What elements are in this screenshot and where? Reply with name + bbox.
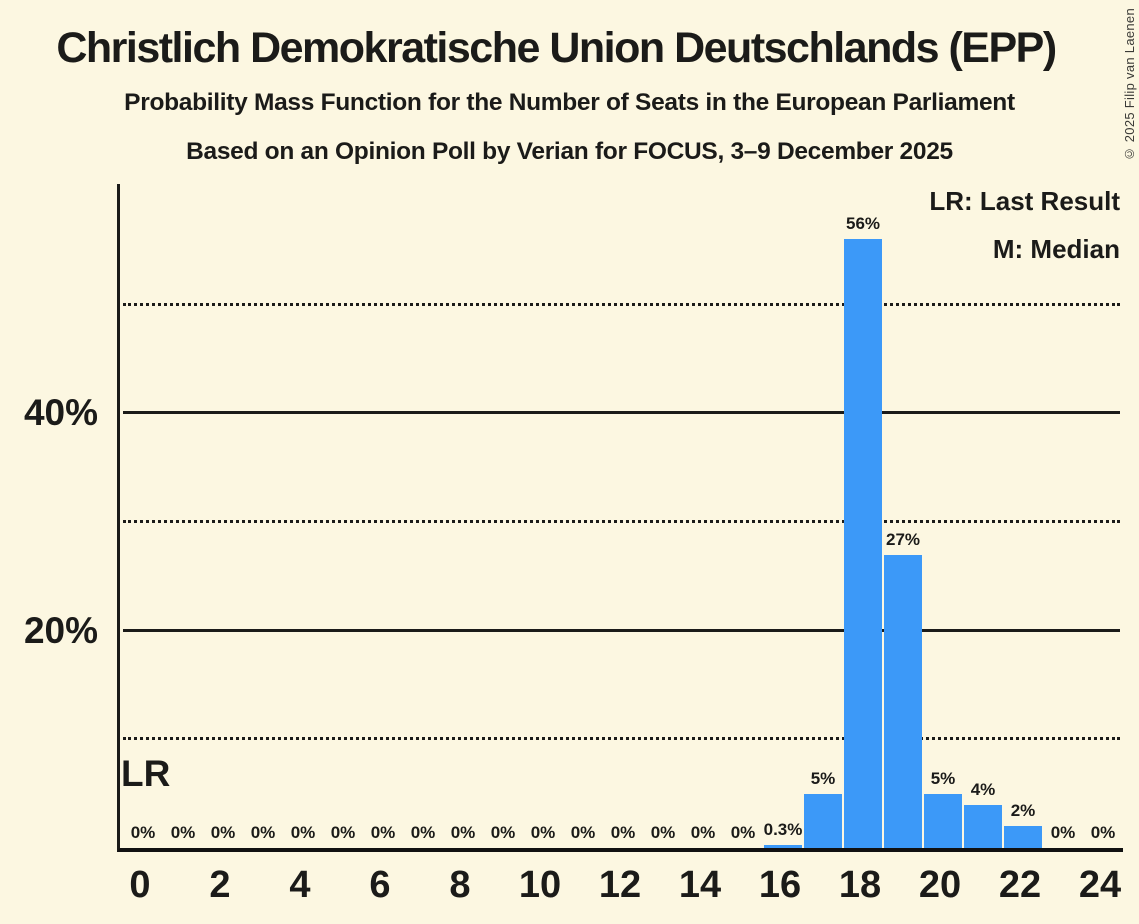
y-tick-20%: 20% — [23, 609, 98, 651]
bar-value-label-seat-14: 0% — [690, 823, 716, 842]
bar-value-label-seat-0: 0% — [130, 823, 156, 842]
x-tick-10: 10 — [518, 864, 562, 906]
bar-seat-21 — [964, 804, 1002, 848]
x-tick-14: 14 — [678, 864, 722, 906]
x-tick-2: 2 — [209, 864, 231, 906]
chart-source-subtitle: Based on an Opinion Poll by Verian for F… — [186, 138, 953, 165]
bar-value-label-seat-7: 0% — [410, 823, 436, 842]
bar-value-label-seat-1: 0% — [170, 823, 196, 842]
x-tick-4: 4 — [289, 864, 311, 906]
bar-seat-16 — [764, 844, 802, 848]
gridline-solid-20pct — [123, 628, 1120, 632]
bar-value-label-seat-10: 0% — [530, 823, 556, 842]
x-tick-22: 22 — [998, 864, 1042, 906]
last-result-annotation: LR — [121, 753, 171, 794]
bar-seat-19 — [884, 554, 922, 848]
x-tick-8: 8 — [449, 864, 471, 906]
bar-value-label-seat-24: 0% — [1090, 823, 1116, 842]
bar-value-label-seat-19: 27% — [885, 529, 921, 549]
bar-value-label-seat-12: 0% — [610, 823, 636, 842]
bar-value-label-seat-8: 0% — [450, 823, 476, 842]
bar-value-label-seat-6: 0% — [370, 823, 396, 842]
bar-value-label-seat-21: 4% — [970, 779, 996, 799]
chart-subtitle: Probability Mass Function for the Number… — [124, 89, 1015, 116]
gridline-dotted-10pct — [123, 737, 1120, 741]
gridline-solid-40pct — [123, 411, 1120, 415]
bar-value-label-seat-13: 0% — [650, 823, 676, 842]
x-tick-20: 20 — [918, 864, 962, 906]
x-tick-24: 24 — [1078, 864, 1122, 906]
bar-value-label-seat-23: 0% — [1050, 823, 1076, 842]
x-tick-18: 18 — [838, 864, 882, 906]
bar-seat-22 — [1004, 826, 1042, 848]
bar-value-label-seat-2: 0% — [210, 823, 236, 842]
bar-seat-17 — [804, 793, 842, 848]
bar-value-label-seat-15: 0% — [730, 823, 756, 842]
bar-value-label-seat-9: 0% — [490, 823, 516, 842]
bar-value-label-seat-16: 0.3% — [763, 819, 803, 839]
x-tick-16: 16 — [758, 864, 802, 906]
y-tick-40%: 40% — [23, 392, 98, 434]
chart-title: Christlich Demokratische Union Deutschla… — [56, 24, 1057, 72]
bar-value-label-seat-5: 0% — [330, 823, 356, 842]
x-tick-12: 12 — [598, 864, 642, 906]
bar-value-label-seat-11: 0% — [570, 823, 596, 842]
gridline-dotted-30pct — [123, 519, 1120, 523]
bar-value-label-seat-20: 5% — [930, 768, 956, 788]
x-tick-0: 0 — [129, 864, 151, 906]
legend-last-result: LR: Last Result — [929, 186, 1120, 216]
bar-seat-20 — [924, 793, 962, 848]
bar-value-label-seat-17: 5% — [810, 768, 836, 788]
x-tick-6: 6 — [369, 864, 391, 906]
bar-value-label-seat-22: 2% — [1010, 801, 1036, 821]
plot-area: LR M 0%0%0%0%0%0%0%0%0%0%0%0%0%0%0%0%0.3… — [117, 184, 1123, 852]
bar-seat-18 — [844, 239, 882, 848]
legend-median: M: Median — [992, 234, 1120, 264]
gridline-dotted-50pct — [123, 302, 1120, 306]
bar-value-label-seat-3: 0% — [250, 823, 276, 842]
bar-value-label-seat-4: 0% — [290, 823, 316, 842]
bar-value-label-seat-18: 56% — [845, 214, 881, 234]
